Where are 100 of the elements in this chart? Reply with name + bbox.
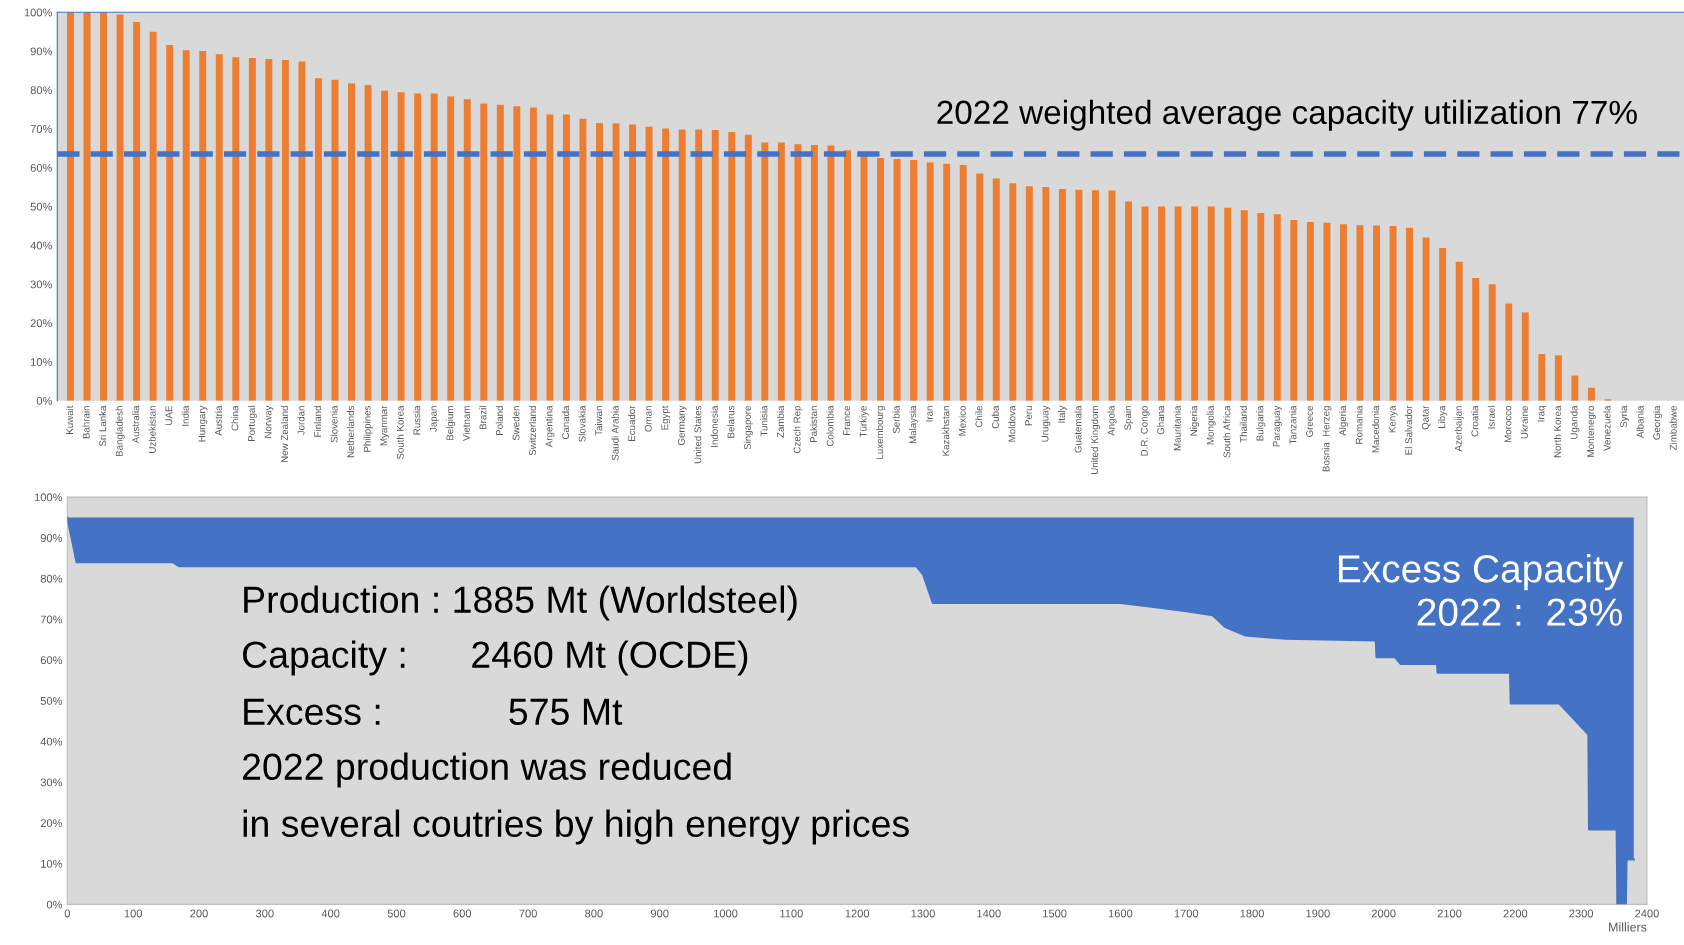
bar [629,124,637,401]
y-tick-label: 80% [40,574,63,583]
bar [447,96,455,401]
x-tick-label: Ecuador [628,405,636,441]
x-tick-label: Germany [677,405,687,446]
bar [182,50,190,401]
y-tick-label: 100% [24,8,52,17]
bar [1240,210,1248,401]
x-tick-label: Switzerland [528,406,536,456]
x-tick-label: Bulgaria [1256,405,1266,441]
x-tick-label: Belgium [446,406,456,440]
bar [166,44,174,401]
x-tick-label: Oman [644,406,652,432]
x-tick-label: Slovakia [578,405,586,442]
bar [877,157,885,401]
bar [711,129,719,401]
y-tick-label: 70% [40,615,63,624]
x-tick-label: Albania [1636,405,1644,438]
x-tick-label: Thailand [1239,406,1247,443]
x-tick-label: Israel [1487,406,1495,429]
bar [1455,261,1463,401]
y-tick-label: 50% [40,696,63,705]
x-tick-label: 1100 [780,909,803,918]
x-tick-label: D.R. Congo [1140,405,1150,456]
bar [1439,248,1447,401]
bar [215,54,223,401]
bar [744,134,752,401]
x-tick-label: Finland [313,406,322,437]
x-tick-label: 2400 [1635,909,1659,918]
bar [1125,201,1132,401]
bar [281,60,289,401]
bar [562,114,570,401]
x-tick-label: 400 [321,909,340,918]
bar [1422,237,1430,401]
ref-line-label: 2022 weighted average capacity utilization 77% [937,99,1637,131]
x-tick-label: 1000 [714,909,738,918]
x-tick-label: 700 [519,909,537,918]
x-tick-label: 2300 [1569,909,1594,918]
x-tick-label: North Korea [1553,405,1561,458]
x-tick-label: 800 [585,909,603,918]
x-tick-label: Iraq [1537,406,1547,422]
bar [1472,277,1480,401]
x-tick-label: Uruguay [1041,405,1051,442]
x-tick-label: Mongolia [1206,405,1216,445]
x-tick-label: Poland [495,406,503,436]
x-tick-label: 1600 [1108,909,1133,918]
x-tick-label: 100 [124,909,143,918]
x-tick-label: Macedonia [1371,405,1380,453]
x-tick-label: 1200 [845,909,870,918]
x-tick-label: Venezuela [1603,405,1611,451]
x-tick-label: 1500 [1043,909,1067,918]
y-tick-label: 30% [30,280,52,289]
bar [1009,183,1017,401]
x-tick-label: Libya [1438,405,1448,428]
x-tick-label: Iran [925,406,933,422]
x-tick-label: Czech Rep [793,405,803,454]
x-tick-label: Sri Lanka [99,405,107,447]
bar [1554,355,1562,401]
bar [596,122,603,401]
bar [364,84,372,401]
bar [463,99,471,401]
x-tick-label: Vietnam [462,406,470,441]
bar [893,159,901,401]
bar [678,129,686,401]
y-tick-label: 90% [40,534,63,542]
bar [1488,284,1496,401]
y-tick-label: 40% [30,241,52,250]
x-tick-label: Luxembourg [876,406,886,459]
bar [1290,220,1298,401]
bar [1191,206,1199,401]
bar [992,178,1000,401]
x-tick-label: Syria [1619,405,1630,428]
bar [695,129,703,401]
x-tick-label: Spain [1123,406,1134,430]
bar [827,145,835,401]
x-tick-label: Argentina [545,405,555,448]
x-tick-label: 300 [255,909,274,918]
bar [1521,312,1529,401]
x-tick-label: United Kingdom [1090,406,1100,474]
y-tick-label: 20% [40,819,63,828]
bar [232,57,240,401]
bar [314,78,322,401]
y-tick-label: 30% [40,778,63,787]
x-tick-label: 1700 [1174,909,1199,918]
x-tick-label: France [843,405,851,435]
x-tick-label: Nigeria [1190,405,1200,436]
x-tick-label: Myanmar [380,405,390,446]
bar [1306,222,1314,401]
x-tick-label: Italy [1057,405,1067,423]
x-tick-label: Singapore [743,405,753,450]
y-tick-label: 60% [40,656,63,665]
bar [480,103,488,401]
annotation: Capacity : 2460 Mt (OCDE) [243,640,748,676]
x-tick-label: Chile [975,405,983,428]
y-tick-label: 0% [46,900,63,909]
x-tick-label: Bahrain [82,406,90,439]
x-tick-label: Kuwait [65,405,74,434]
bar [728,131,736,401]
x-tick-label: Algeria [1338,405,1348,436]
bar [1224,207,1232,401]
